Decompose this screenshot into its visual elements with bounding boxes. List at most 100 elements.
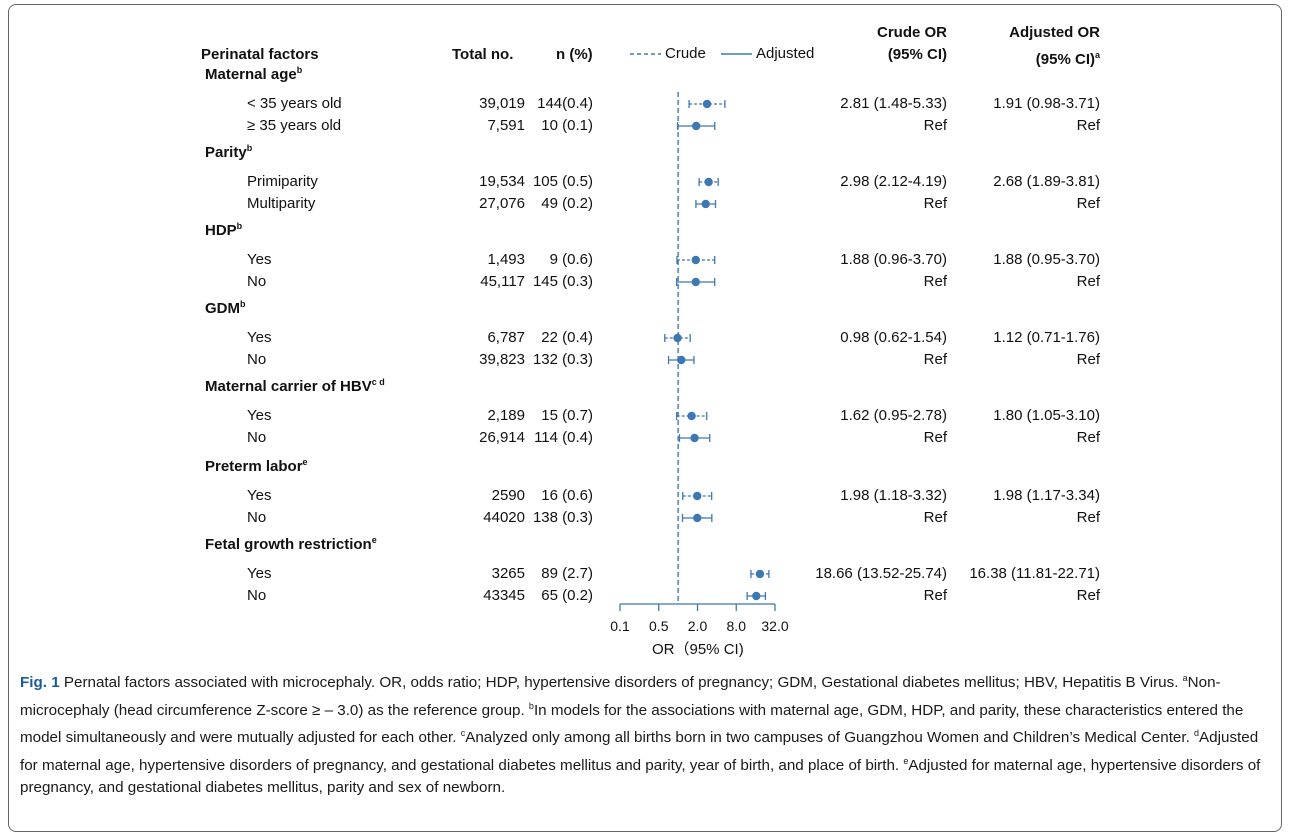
row-n: 138 (0.3) bbox=[532, 509, 593, 526]
point-estimate bbox=[704, 177, 713, 187]
caption-note-marker: a bbox=[1182, 673, 1188, 683]
point-estimate bbox=[691, 255, 700, 265]
caption-note-marker: d bbox=[1194, 728, 1200, 739]
caption-note-text: Non-microcephaly (head circumference Z-s… bbox=[20, 674, 1221, 719]
x-tick-label: 0.1 bbox=[610, 618, 630, 634]
point-estimate bbox=[752, 591, 761, 601]
figure-caption: Fig. 1 Pernatal factors associated with … bbox=[20, 667, 1278, 800]
caption-note-marker: b bbox=[528, 700, 534, 711]
row-label: No bbox=[247, 273, 267, 290]
point-estimate bbox=[677, 355, 686, 365]
row-total: 45,117 bbox=[480, 273, 525, 290]
row-label: Primiparity bbox=[247, 173, 318, 190]
row-crude-or: Ref bbox=[923, 509, 947, 526]
row-n: 132 (0.3) bbox=[532, 351, 593, 368]
row-n: 15 (0.7) bbox=[541, 407, 593, 424]
row-label: Yes bbox=[247, 251, 272, 268]
row-adjusted-or: 16.38 (11.81-22.71) bbox=[969, 565, 1100, 582]
row-adjusted-or: Ref bbox=[1076, 587, 1100, 604]
row-label: Multiparity bbox=[247, 195, 316, 212]
row-adjusted-or: Ref bbox=[1076, 195, 1100, 212]
row-total: 3265 bbox=[491, 565, 525, 582]
row-label: No bbox=[247, 429, 267, 446]
group-label: Maternal carrier of HBVc d bbox=[205, 377, 385, 395]
point-estimate bbox=[690, 433, 699, 443]
caption-note-text: Analyzed only among all births born in t… bbox=[465, 729, 1195, 747]
x-tick-label: 8.0 bbox=[726, 618, 746, 634]
point-estimate bbox=[755, 569, 765, 579]
row-crude-or: 2.81 (1.48-5.33) bbox=[840, 95, 947, 112]
row-crude-or: 2.98 (2.12-4.19) bbox=[840, 173, 947, 190]
point-estimate bbox=[692, 121, 701, 131]
row-adjusted-or: 1.80 (1.05-3.10) bbox=[993, 407, 1100, 424]
row-adjusted-or: Ref bbox=[1076, 273, 1100, 290]
row-crude-or: Ref bbox=[923, 195, 947, 212]
row-crude-or: 1.62 (0.95-2.78) bbox=[840, 407, 947, 424]
group-label: Parityb bbox=[205, 143, 253, 161]
row-crude-or: 0.98 (0.62-1.54) bbox=[840, 329, 947, 346]
row-label: No bbox=[247, 509, 267, 526]
row-label: No bbox=[247, 587, 267, 604]
caption-figure-label: Fig. 1 bbox=[20, 674, 60, 692]
group-label: GDMb bbox=[205, 299, 246, 317]
header-adj-or-1: Adjusted OR bbox=[1009, 24, 1100, 41]
header-crude-or-1: Crude OR bbox=[876, 24, 947, 41]
row-total: 39,823 bbox=[479, 351, 525, 368]
caption-note-text: Adjusted for maternal age, hypertensive … bbox=[20, 756, 1261, 797]
row-total: 19,534 bbox=[479, 173, 525, 190]
row-total: 2,189 bbox=[487, 407, 525, 424]
row-adjusted-or: 1.88 (0.95-3.70) bbox=[993, 251, 1100, 268]
row-total: 6,787 bbox=[487, 329, 525, 346]
row-adjusted-or: Ref bbox=[1076, 429, 1100, 446]
header-adj-or-2: (95% CI)a bbox=[1035, 50, 1100, 68]
row-crude-or: Ref bbox=[923, 273, 947, 290]
row-n: 145 (0.3) bbox=[532, 273, 593, 290]
row-label: Yes bbox=[247, 487, 272, 504]
point-estimate bbox=[693, 491, 702, 501]
row-crude-or: 18.66 (13.52-25.74) bbox=[815, 565, 947, 582]
caption-text: Pernatal factors associated with microce… bbox=[59, 674, 1183, 692]
row-adjusted-or: Ref bbox=[1076, 509, 1100, 526]
row-crude-or: Ref bbox=[923, 587, 947, 604]
row-total: 44020 bbox=[483, 509, 525, 526]
row-adjusted-or: 1.91 (0.98-3.71) bbox=[993, 95, 1100, 112]
row-adjusted-or: 1.12 (0.71-1.76) bbox=[993, 329, 1100, 346]
point-estimate bbox=[702, 99, 712, 109]
row-n: 89 (2.7) bbox=[541, 565, 593, 582]
x-axis-label: OR（95% CI) bbox=[652, 641, 744, 658]
row-total: 43345 bbox=[483, 587, 525, 604]
row-crude-or: 1.88 (0.96-3.70) bbox=[840, 251, 947, 268]
row-total: 2590 bbox=[491, 487, 525, 504]
row-adjusted-or: Ref bbox=[1076, 351, 1100, 368]
caption-note-text: Adjusted for maternal age, hypertensive … bbox=[20, 729, 1259, 774]
row-label: Yes bbox=[247, 565, 272, 582]
row-adjusted-or: Ref bbox=[1076, 117, 1100, 134]
row-total: 7,591 bbox=[487, 117, 525, 134]
group-label: Maternal ageb bbox=[205, 65, 303, 83]
point-estimate bbox=[691, 277, 700, 287]
row-crude-or: 1.98 (1.18-3.32) bbox=[840, 487, 947, 504]
row-n: 144(0.4) bbox=[537, 95, 593, 112]
row-n: 10 (0.1) bbox=[541, 117, 593, 134]
row-label: Yes bbox=[247, 407, 272, 424]
figure-frame bbox=[8, 4, 1282, 832]
row-label: No bbox=[247, 351, 267, 368]
row-crude-or: Ref bbox=[923, 351, 947, 368]
row-adjusted-or: 1.98 (1.17-3.34) bbox=[993, 487, 1100, 504]
row-adjusted-or: 2.68 (1.89-3.81) bbox=[993, 173, 1100, 190]
row-total: 1,493 bbox=[487, 251, 525, 268]
legend-adjusted-label: Adjusted bbox=[756, 45, 815, 62]
row-total: 26,914 bbox=[479, 429, 525, 446]
row-crude-or: Ref bbox=[923, 429, 947, 446]
row-label: ≥ 35 years old bbox=[247, 117, 342, 134]
group-label: HDPb bbox=[205, 221, 243, 239]
row-n: 9 (0.6) bbox=[549, 251, 593, 268]
row-n: 105 (0.5) bbox=[532, 173, 593, 190]
header-crude-or-2: (95% CI) bbox=[887, 46, 947, 63]
caption-note-marker: e bbox=[903, 755, 909, 766]
row-total: 27,076 bbox=[479, 195, 525, 212]
point-estimate bbox=[673, 333, 682, 343]
x-tick-label: 0.5 bbox=[649, 618, 669, 634]
header-total: Total no. bbox=[452, 46, 514, 63]
